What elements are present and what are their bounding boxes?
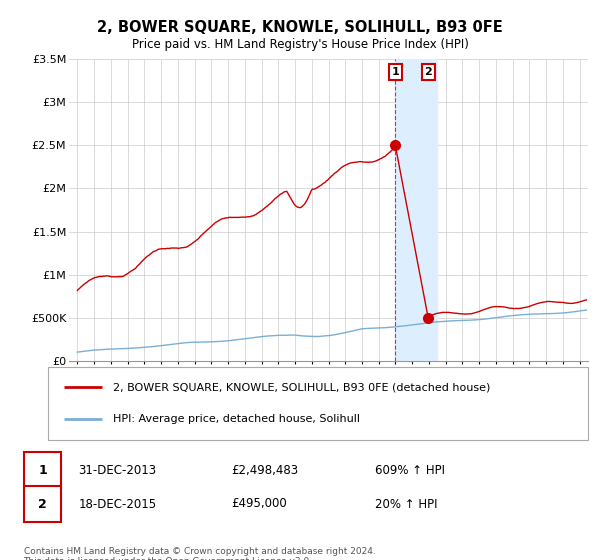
Text: 2: 2: [424, 67, 432, 77]
FancyBboxPatch shape: [23, 486, 61, 522]
Text: Price paid vs. HM Land Registry's House Price Index (HPI): Price paid vs. HM Land Registry's House …: [131, 38, 469, 51]
FancyBboxPatch shape: [23, 452, 61, 488]
Text: HPI: Average price, detached house, Solihull: HPI: Average price, detached house, Soli…: [113, 414, 360, 424]
Bar: [395, 59, 437, 361]
Text: 20% ↑ HPI: 20% ↑ HPI: [375, 497, 437, 511]
Text: 1: 1: [38, 464, 47, 477]
Text: 1: 1: [391, 67, 399, 77]
Text: 31-DEC-2013: 31-DEC-2013: [78, 464, 157, 477]
Text: £495,000: £495,000: [231, 497, 287, 511]
Text: £2,498,483: £2,498,483: [231, 464, 298, 477]
Text: 609% ↑ HPI: 609% ↑ HPI: [375, 464, 445, 477]
Text: 18-DEC-2015: 18-DEC-2015: [78, 497, 157, 511]
Text: 2, BOWER SQUARE, KNOWLE, SOLIHULL, B93 0FE (detached house): 2, BOWER SQUARE, KNOWLE, SOLIHULL, B93 0…: [113, 382, 490, 392]
FancyBboxPatch shape: [48, 367, 588, 440]
Text: 2: 2: [38, 497, 47, 511]
Text: Contains HM Land Registry data © Crown copyright and database right 2024.
This d: Contains HM Land Registry data © Crown c…: [23, 547, 375, 560]
Text: 2, BOWER SQUARE, KNOWLE, SOLIHULL, B93 0FE: 2, BOWER SQUARE, KNOWLE, SOLIHULL, B93 0…: [97, 20, 503, 35]
